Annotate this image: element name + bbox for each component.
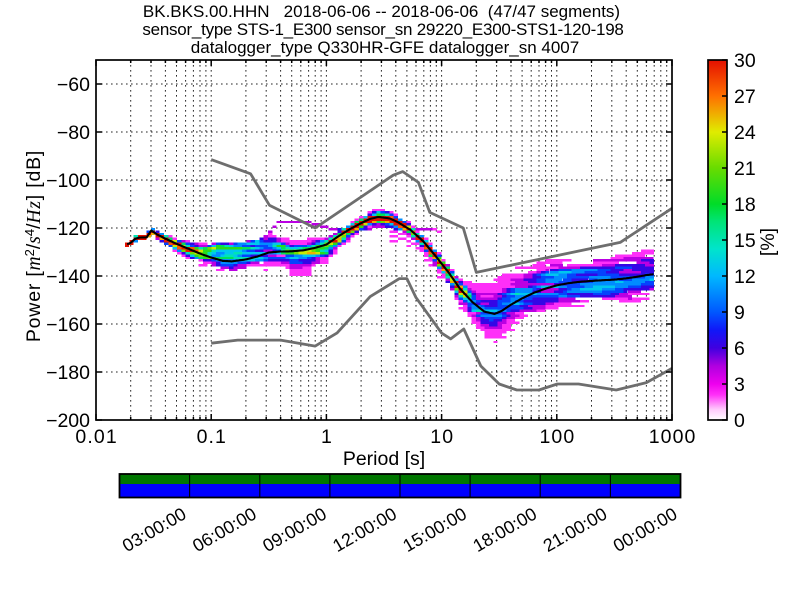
svg-text:−200: −200 [46, 410, 90, 432]
svg-text:24: 24 [734, 122, 756, 144]
svg-text:−80: −80 [57, 122, 90, 144]
svg-text:−100: −100 [46, 170, 90, 192]
svg-text:Period [s]: Period [s] [343, 448, 425, 470]
svg-text:10: 10 [430, 426, 454, 448]
svg-text:9: 9 [734, 302, 745, 324]
svg-text:30: 30 [734, 50, 756, 72]
svg-text:4: 4 [22, 229, 37, 236]
svg-text:m: m [24, 256, 45, 270]
svg-text:21: 21 [734, 158, 756, 180]
svg-text:/: / [23, 223, 45, 229]
svg-text:18: 18 [734, 194, 756, 216]
svg-text:−160: −160 [46, 314, 90, 336]
svg-text:0.01: 0.01 [75, 426, 117, 448]
svg-text:s: s [24, 236, 45, 244]
svg-text:−140: −140 [46, 266, 90, 288]
svg-text:2: 2 [22, 249, 37, 256]
svg-text:1: 1 [321, 426, 333, 448]
svg-text:−60: −60 [57, 74, 90, 96]
svg-text:15: 15 [734, 230, 756, 252]
svg-text:/: / [23, 243, 45, 249]
svg-text:−180: −180 [46, 362, 90, 384]
svg-text:BK.BKS.00.HHN 2018-06-06 --: BK.BKS.00.HHN 2018-06-06 -- 2018-06-06 (… [143, 2, 620, 21]
svg-text:1000: 1000 [649, 426, 697, 448]
svg-text:6: 6 [734, 338, 745, 360]
svg-text:0.1: 0.1 [197, 426, 227, 448]
svg-text:[%]: [%] [757, 228, 779, 256]
svg-text:12: 12 [734, 266, 756, 288]
svg-text:3: 3 [734, 374, 745, 396]
svg-text:sensor_type STS-1_E300 sensor_: sensor_type STS-1_E300 sensor_sn 29220_E… [142, 20, 623, 39]
svg-text:Hz: Hz [24, 200, 45, 224]
svg-text:0: 0 [734, 410, 745, 432]
svg-text:Power [: Power [ [23, 270, 45, 342]
svg-text:] [dB]: ] [dB] [23, 150, 45, 200]
svg-text:100: 100 [539, 426, 575, 448]
svg-text:27: 27 [734, 86, 756, 108]
svg-text:−120: −120 [46, 218, 90, 240]
svg-text:datalogger_type Q330HR-GFE dat: datalogger_type Q330HR-GFE datalogger_sn… [191, 38, 579, 57]
